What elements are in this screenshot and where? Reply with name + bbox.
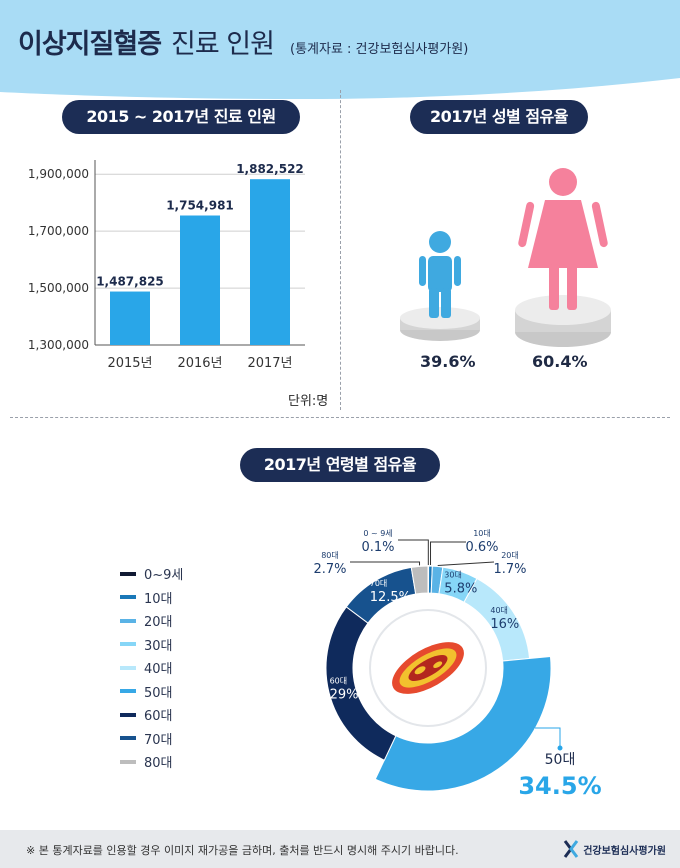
legend-label: 70대 [144, 732, 173, 748]
title-sub: 진료 인원 [171, 29, 275, 60]
age-section-title: 2017년 연령별 점유율 [240, 448, 440, 482]
legend-label: 40대 [144, 662, 173, 678]
slice-label-value: 16% [490, 617, 519, 632]
bar-value-label: 1,882,522 [236, 162, 304, 176]
legend-item: 10대 [120, 586, 183, 610]
bar-value-labels: 1,487,825 1,754,981 1,882,522 [96, 162, 304, 288]
vertical-divider [340, 90, 341, 410]
slice-label-name: 80대 [321, 551, 339, 560]
slice-label-value: 0.6% [465, 540, 498, 555]
header-band [0, 0, 680, 99]
bars [110, 179, 290, 345]
legend-swatch [120, 618, 136, 623]
x-tick-label: 2015년 [107, 356, 152, 371]
legend-item: 60대 [120, 703, 183, 727]
x-tick-label: 2016년 [177, 356, 222, 371]
legend-label: 30대 [144, 638, 173, 654]
y-tick-label: 1,500,000 [28, 281, 89, 295]
leader-line [437, 561, 495, 566]
footer-note: ※ 본 통계자료를 인용할 경우 이미지 재가공을 금하며, 출처를 반드시 명… [26, 844, 459, 857]
hira-logo-icon [563, 840, 579, 858]
footer-logo: 건강보험심사평가원 [563, 839, 666, 859]
slice-label-name: 60대 [330, 676, 348, 685]
y-axis-labels: 1,300,000 1,500,000 1,700,000 1,900,000 [28, 167, 89, 352]
legend-swatch [120, 571, 136, 576]
legend-label: 50대 [144, 685, 173, 701]
legend-swatch [120, 595, 136, 600]
slice-label-name: 20대 [501, 551, 519, 560]
bar-chart-title: 2015 ~ 2017년 진료 인원 [62, 100, 300, 134]
slice-label-name: 30대 [444, 571, 462, 580]
legend-label: 80대 [144, 756, 173, 772]
male-percent: 39.6% [420, 352, 476, 371]
legend-swatch [120, 759, 136, 764]
leader-line [350, 561, 421, 566]
bar-chart: 1,300,000 1,500,000 1,700,000 1,900,000 1,4… [28, 160, 305, 371]
unit-label: 단위:명 [288, 394, 329, 409]
legend-swatch [120, 642, 136, 647]
gender-section-title: 2017년 성별 점유율 [410, 100, 588, 134]
slice-label-value: 29% [330, 687, 359, 702]
slice-label-name: 50대 [545, 752, 576, 768]
x-axis-labels: 2015년 2016년 2017년 [107, 356, 292, 371]
leader-lines [350, 539, 563, 751]
male-icon [419, 231, 461, 318]
x-tick-label: 2017년 [247, 356, 292, 371]
legend-item: 30대 [120, 633, 183, 657]
leader-line [430, 541, 466, 566]
slice-label-value: 12.5% [370, 590, 411, 605]
slice-label-value: 0.1% [361, 540, 394, 555]
bar-value-label: 1,487,825 [96, 275, 164, 289]
legend-item: 40대 [120, 656, 183, 680]
bar [110, 291, 150, 345]
y-tick-label: 1,900,000 [28, 167, 89, 181]
y-tick-label: 1,300,000 [28, 338, 89, 352]
slice-label-name: 10대 [473, 529, 491, 538]
slice-label-name: 40대 [490, 606, 508, 615]
legend-swatch [120, 736, 136, 741]
page-title: 이상지질혈증 진료 인원 (통계자료 : 건강보험심사평가원) [18, 22, 468, 61]
slice-label-value: 1.7% [493, 562, 526, 577]
y-tick-label: 1,700,000 [28, 224, 89, 238]
legend-swatch [120, 665, 136, 670]
legend-label: 10대 [144, 591, 173, 607]
slice-label-name: 0 ~ 9세 [363, 529, 392, 538]
slice-label-name: 70대 [370, 579, 388, 588]
leader-dot [557, 745, 563, 751]
leader-line [398, 539, 429, 566]
female-pedestal [515, 295, 611, 347]
slice-label-value: 34.5% [518, 772, 601, 800]
legend-label: 20대 [144, 615, 173, 631]
legend-label: 0~9세 [144, 568, 184, 584]
footer-logo-text: 건강보험심사평가원 [583, 845, 666, 857]
slice-label-value: 2.7% [313, 562, 346, 577]
bar-value-label: 1,754,981 [166, 199, 234, 213]
male-pedestal [400, 307, 480, 341]
age-donut-chart: 30대 5.8% 40대 16% 60대 29% 70대 12.5% 0 ~ 9세 0.1% 10대… [313, 529, 601, 800]
legend-item: 80대 [120, 750, 183, 774]
legend-swatch [120, 712, 136, 717]
donut-slices [325, 565, 552, 792]
legend-item: 70대 [120, 727, 183, 751]
title-source: (통계자료 : 건강보험심사평가원) [290, 42, 469, 57]
bar [250, 179, 290, 345]
slice-label-value: 5.8% [444, 582, 477, 597]
gender-figures [400, 168, 611, 347]
age-legend: 0~9세 10대 20대 30대 40대 50대 60대 70대 80대 [120, 562, 183, 774]
legend-item: 0~9세 [120, 562, 183, 586]
legend-item: 20대 [120, 609, 183, 633]
leader-line [535, 727, 561, 748]
slice-labels: 30대 5.8% 40대 16% 60대 29% 70대 12.5% 0 ~ 9세 0.1% 10대… [313, 529, 601, 800]
bar [180, 215, 220, 345]
footer: ※ 본 통계자료를 인용할 경우 이미지 재가공을 금하며, 출처를 반드시 명… [0, 830, 680, 868]
horizontal-divider [10, 417, 670, 418]
female-icon [518, 168, 608, 310]
artery-icon [392, 642, 464, 694]
legend-item: 50대 [120, 680, 183, 704]
legend-swatch [120, 689, 136, 694]
legend-label: 60대 [144, 709, 173, 725]
title-main: 이상지질혈증 [18, 29, 162, 60]
female-percent: 60.4% [532, 352, 588, 371]
